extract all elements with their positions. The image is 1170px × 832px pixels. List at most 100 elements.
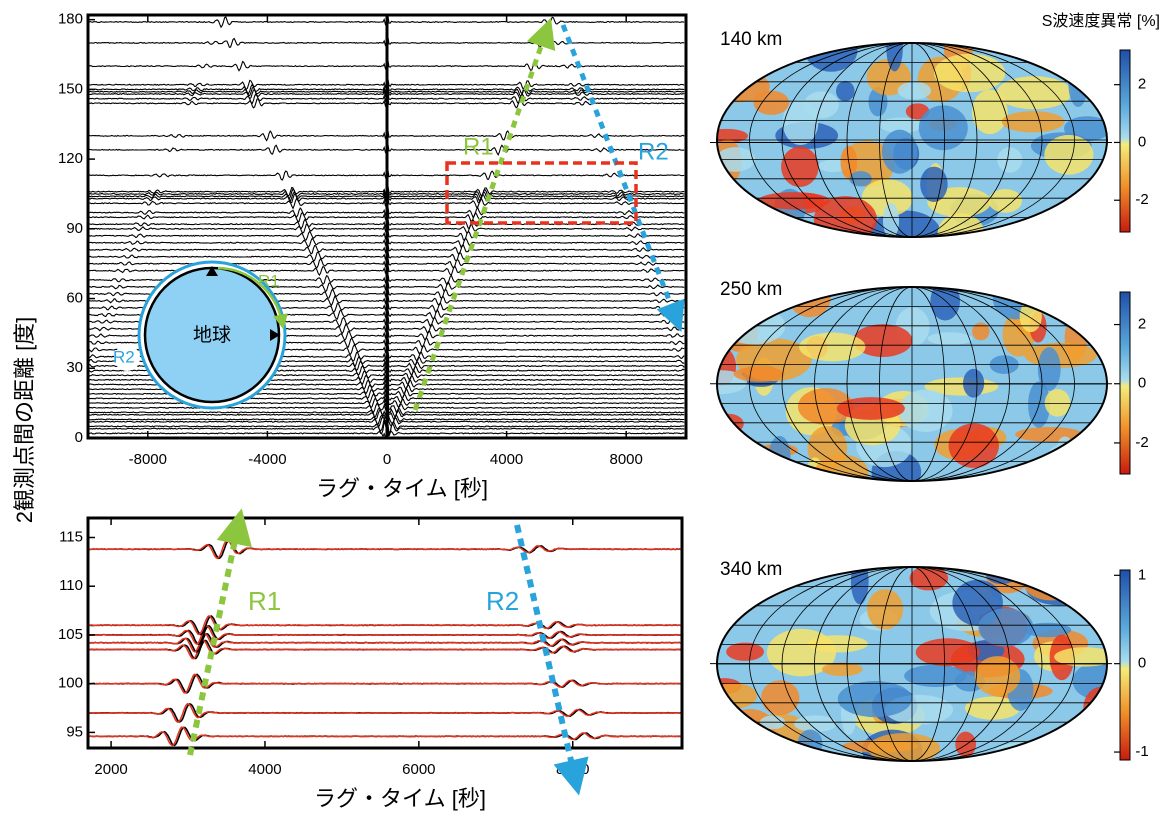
anomaly [972,322,990,341]
trace [88,726,681,747]
map-outline [716,42,1108,238]
colorbar [1119,569,1131,761]
map [717,43,1107,237]
anomaly [971,89,1008,135]
anomaly [997,147,1023,173]
colorbar-tick-label: 2 [1138,76,1146,93]
anomaly [934,53,1006,93]
colorbar-tick-label: -1 [1135,743,1148,760]
anomaly [761,680,800,716]
anomaly [886,43,903,72]
colorbar-tick-label: -2 [1135,434,1148,451]
trace [88,632,681,653]
x-tick-label: 4000 [248,761,281,778]
anomaly [881,129,918,174]
y-tick-label: 60 [66,290,83,307]
anomaly [1060,452,1107,481]
colorbar-tick-label: -2 [1135,191,1148,208]
anomaly [1072,661,1107,701]
r1-arrow [412,17,556,411]
anomaly [1051,43,1093,53]
trace [88,539,681,560]
anomaly [904,664,967,688]
r1-arrow [187,508,252,756]
anomaly [717,464,772,481]
colorbar-tick-label: 0 [1138,133,1146,150]
anomaly [1077,306,1107,324]
anomaly [948,423,999,468]
y-tick-label: 90 [66,220,83,237]
r2-arrow [514,524,589,796]
anomaly [814,454,869,481]
anomaly [717,128,749,143]
y-tick-label: 115 [59,528,83,545]
trace [88,673,681,694]
anomaly [837,680,913,718]
anomaly [1061,43,1087,68]
anomaly [733,366,785,382]
anomaly [761,211,797,237]
colorbar-tick-label: 2 [1138,316,1146,333]
trace [88,625,681,645]
anomaly [1049,52,1096,74]
colorbar [1119,49,1131,233]
anomaly [996,76,1072,110]
inset-label: 地球 [193,324,231,346]
anomaly [1024,342,1097,368]
anomaly [918,105,968,151]
anomaly [964,696,1021,720]
anomaly [757,192,830,210]
anomaly [1042,207,1107,221]
anomaly [807,635,868,653]
anomaly [897,81,932,100]
anomaly [963,368,985,398]
x-tick-label: 2000 [94,761,127,778]
anomaly [1044,389,1071,417]
anomaly [822,662,863,677]
anomaly [955,731,977,757]
x-tick-label: -4000 [248,451,286,468]
anomaly [915,638,980,667]
plot-frame [86,516,684,750]
anomaly [1041,51,1092,71]
y-tick-label: 30 [66,359,83,376]
colorbar-tick-label: 0 [1138,655,1146,672]
anomaly [1054,647,1107,667]
anomaly [717,70,731,96]
y-tick-label: 100 [58,675,83,692]
y-tick-label: 150 [58,80,83,97]
trace [88,639,681,660]
anomaly [793,715,837,733]
anomaly [1054,290,1107,331]
r2-arrow [560,24,685,332]
x-tick-label: 8000 [610,451,643,468]
anomaly [909,567,949,591]
x-tick-label: -8000 [129,451,167,468]
anomaly [1036,734,1097,749]
anomaly [1003,287,1070,301]
anomaly [920,166,948,202]
anomaly [1035,737,1083,761]
y-tick-label: 180 [58,11,83,28]
annotation: R1 [248,586,281,616]
annotation: R2 [638,138,669,165]
anomaly [1001,111,1065,133]
y-tick-label: 105 [58,626,83,643]
anomaly [813,196,877,237]
r1-path [217,266,288,330]
anomaly [1063,287,1081,320]
anomaly [781,146,819,187]
x-axis-label: ラグ・タイム [秒] [316,476,488,501]
anomaly [797,388,854,425]
anomaly [717,70,770,103]
r2-label-bg [114,345,140,371]
anomaly [867,733,941,761]
anomaly [717,682,758,709]
colorbar-tick-label: 0 [1138,375,1146,392]
anomaly [799,332,866,362]
map-title: 250 km [720,279,782,300]
zoom-box [445,161,638,225]
trace [88,702,681,723]
anomaly [1037,347,1061,391]
